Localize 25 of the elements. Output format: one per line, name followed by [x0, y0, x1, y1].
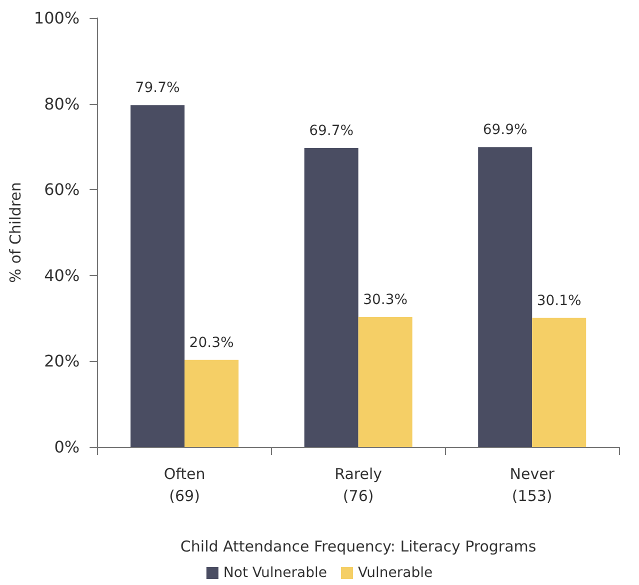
- y-tick-label: 80%: [44, 94, 80, 114]
- x-tick-label: Often (69): [164, 465, 206, 505]
- y-tick-label: 40%: [44, 266, 80, 285]
- x-axis-title: Child Attendance Frequency: Literacy Programs: [180, 538, 536, 556]
- bar: [358, 317, 412, 447]
- text: 20.3%: [189, 334, 234, 351]
- bar: [532, 318, 586, 447]
- legend-label: Vulnerable: [358, 565, 433, 581]
- text: 79.7%: [135, 80, 180, 96]
- text: 30.3%: [363, 292, 408, 308]
- bar: [130, 105, 185, 447]
- bar: [184, 360, 239, 447]
- y-tick-label: 60%: [44, 180, 80, 200]
- text: 30.1%: [536, 292, 582, 309]
- x-tick-label: Rarely (76): [334, 465, 382, 505]
- x-tick-label: Never (153): [510, 465, 556, 505]
- y-tick-label: 20%: [44, 352, 80, 371]
- text: 69.7%: [309, 122, 354, 139]
- bar: [478, 147, 532, 447]
- y-tick-label: 0%: [54, 438, 80, 456]
- y-axis-title: % of Children: [6, 182, 24, 283]
- y-tick-label: 100%: [34, 8, 80, 28]
- bar: [304, 148, 358, 447]
- text: 69.9%: [482, 122, 528, 138]
- legend-label: Not Vulnerable: [223, 565, 327, 581]
